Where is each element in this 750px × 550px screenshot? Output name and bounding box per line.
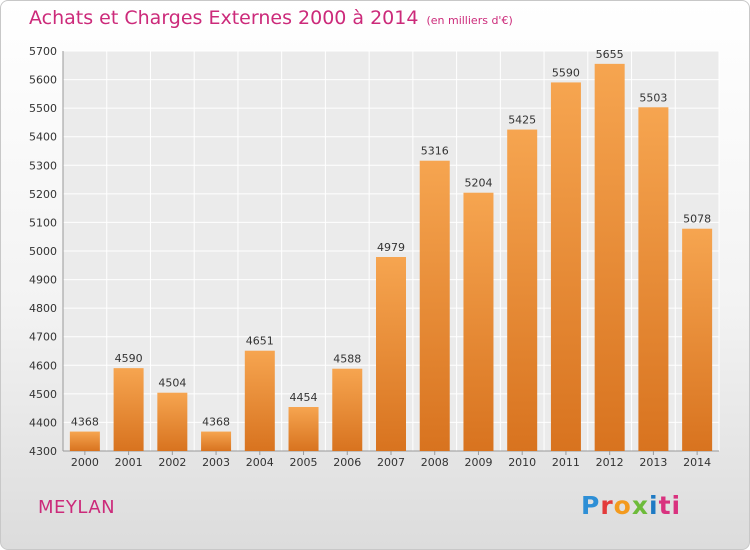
axes: 4300 4400 4500 4600 4700 4800 4900 5000 5100 5200…	[29, 45, 719, 469]
bar	[244, 350, 275, 451]
y-tick-label: 4300	[29, 445, 57, 458]
logo-letter: x	[631, 491, 649, 520]
bar	[332, 368, 363, 451]
logo-letter: o	[613, 491, 632, 520]
value-label: 4368	[202, 416, 230, 429]
logo-letter: i	[649, 491, 659, 520]
bar	[550, 82, 581, 451]
y-tick-label: 4800	[29, 302, 57, 315]
y-tick-label: 4400	[29, 416, 57, 429]
proxiti-logo[interactable]: Proxiti	[581, 491, 681, 520]
x-tick-label: 2007	[377, 456, 405, 469]
value-label: 4454	[290, 391, 318, 404]
value-label: 4651	[246, 335, 274, 348]
y-tick-label: 5400	[29, 131, 57, 144]
chart-title-text: Achats et Charges Externes 2000 à 2014	[29, 7, 419, 29]
logo-letter: P	[581, 491, 601, 520]
y-tick-label: 5700	[29, 45, 57, 58]
y-tick-label: 5300	[29, 159, 57, 172]
bar	[463, 192, 494, 451]
x-tick-label: 2010	[508, 456, 536, 469]
logo-letter: ti	[658, 491, 682, 520]
value-label: 4590	[115, 352, 143, 365]
value-label: 5204	[464, 177, 492, 190]
x-tick-label: 2014	[683, 456, 711, 469]
y-tick-label: 5000	[29, 245, 57, 258]
x-tick-label: 2004	[246, 456, 274, 469]
y-tick-label: 5200	[29, 188, 57, 201]
value-label: 5316	[421, 145, 449, 158]
logo-letter: r	[600, 491, 614, 520]
bar	[157, 392, 188, 451]
y-tick-label: 4600	[29, 359, 57, 372]
value-label: 5503	[639, 91, 667, 104]
bar	[419, 160, 450, 451]
value-label: 4979	[377, 241, 405, 254]
value-label: 5078	[683, 213, 711, 226]
bar	[594, 63, 625, 451]
x-tick-label: 2000	[71, 456, 99, 469]
bar	[201, 431, 232, 451]
x-tick-label: 2008	[421, 456, 449, 469]
bars	[69, 63, 713, 452]
value-label: 5655	[596, 48, 624, 61]
value-label: 4368	[71, 416, 99, 429]
y-tick-label: 5100	[29, 216, 57, 229]
city-name: MEYLAN	[38, 497, 116, 518]
y-tick-label: 4900	[29, 274, 57, 287]
x-tick-label: 2009	[464, 456, 492, 469]
chart-title: Achats et Charges Externes 2000 à 2014 (e…	[29, 7, 513, 29]
value-labels: 4368 4590 4504 4368 4651 4454 4588 4979 5316 5204…	[71, 48, 711, 429]
x-tick-label: 2005	[290, 456, 318, 469]
value-label: 4588	[333, 353, 361, 366]
bar	[507, 129, 538, 452]
value-label: 5590	[552, 66, 580, 79]
y-tick-label: 5500	[29, 102, 57, 115]
bar	[376, 257, 406, 451]
bar	[638, 107, 669, 452]
bar	[288, 407, 319, 451]
chart-subtitle: (en milliers d'€)	[426, 14, 513, 27]
x-tick-label: 2006	[333, 456, 361, 469]
x-tick-label: 2003	[202, 456, 230, 469]
bar	[682, 228, 713, 451]
x-tick-label: 2002	[158, 456, 186, 469]
x-tick-label: 2011	[552, 456, 580, 469]
y-tick-label: 5600	[29, 74, 57, 87]
value-label: 5425	[508, 114, 536, 127]
y-tick-label: 4700	[29, 331, 57, 344]
x-tick-label: 2012	[596, 456, 624, 469]
bar	[69, 431, 100, 451]
y-tick-label: 4500	[29, 388, 57, 401]
bar	[113, 368, 144, 451]
x-tick-label: 2013	[639, 456, 667, 469]
value-label: 4504	[158, 377, 186, 390]
x-tick-label: 2001	[115, 456, 143, 469]
